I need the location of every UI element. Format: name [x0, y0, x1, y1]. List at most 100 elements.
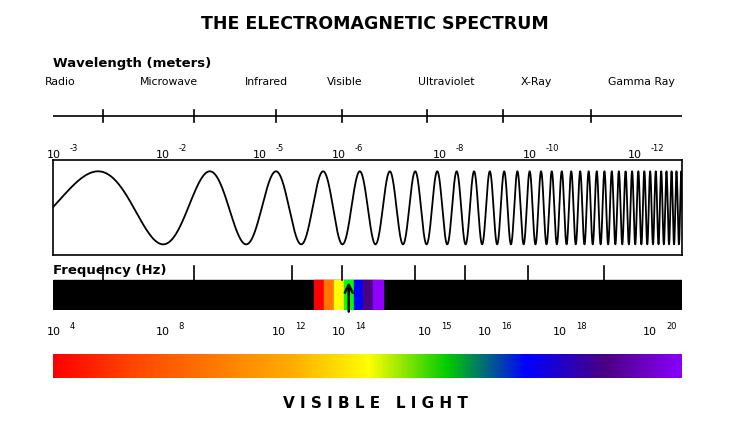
Bar — [207, 354, 210, 378]
Text: Gamma Ray: Gamma Ray — [608, 76, 675, 87]
Bar — [191, 354, 194, 378]
Bar — [401, 354, 404, 378]
Bar — [391, 354, 394, 378]
Bar — [338, 354, 341, 378]
Bar — [257, 354, 259, 378]
Bar — [194, 354, 196, 378]
Bar — [110, 354, 112, 378]
Bar — [475, 354, 478, 378]
Bar — [249, 354, 252, 378]
Bar — [467, 354, 470, 378]
Text: -5: -5 — [276, 144, 284, 153]
Bar — [362, 354, 364, 378]
Bar — [200, 354, 202, 378]
Bar — [643, 354, 646, 378]
Text: 10: 10 — [644, 327, 657, 337]
Bar — [286, 354, 289, 378]
Bar — [656, 354, 658, 378]
Bar — [202, 354, 205, 378]
Bar — [149, 354, 152, 378]
Bar — [415, 354, 417, 378]
Bar — [68, 354, 70, 378]
Bar — [121, 354, 123, 378]
Bar — [126, 354, 129, 378]
Bar — [70, 354, 74, 378]
Bar — [213, 354, 215, 378]
Bar — [627, 354, 630, 378]
Bar — [543, 354, 546, 378]
Bar — [556, 354, 559, 378]
Text: X-Ray: X-Ray — [520, 76, 552, 87]
Bar — [672, 354, 674, 378]
Bar — [63, 354, 66, 378]
Bar — [231, 354, 233, 378]
Bar — [320, 354, 322, 378]
Bar — [462, 354, 464, 378]
Text: 10: 10 — [47, 150, 61, 160]
Bar — [242, 354, 244, 378]
Text: 10: 10 — [272, 327, 286, 337]
Bar — [611, 354, 614, 378]
Bar — [518, 354, 520, 378]
Bar — [454, 354, 457, 378]
Bar — [598, 354, 601, 378]
Bar — [105, 354, 108, 378]
Text: 18: 18 — [576, 322, 586, 330]
Bar — [640, 354, 643, 378]
Text: -10: -10 — [546, 144, 560, 153]
Bar — [478, 354, 480, 378]
Bar — [168, 354, 170, 378]
Bar — [294, 354, 296, 378]
Bar — [422, 354, 425, 378]
Bar — [98, 354, 100, 378]
Bar — [522, 354, 525, 378]
Bar — [123, 354, 126, 378]
Bar — [352, 354, 354, 378]
Bar — [383, 354, 386, 378]
Bar — [546, 354, 548, 378]
Bar — [388, 354, 391, 378]
Bar — [280, 354, 284, 378]
Bar — [504, 354, 506, 378]
Bar — [368, 354, 370, 378]
Bar — [378, 354, 380, 378]
Bar — [94, 354, 98, 378]
Bar — [322, 354, 326, 378]
Bar — [536, 354, 538, 378]
Bar — [396, 354, 399, 378]
Text: 10: 10 — [478, 327, 492, 337]
Bar — [499, 354, 501, 378]
Bar — [525, 354, 527, 378]
Bar — [490, 354, 494, 378]
Bar — [58, 354, 60, 378]
Bar — [374, 280, 383, 308]
Bar — [226, 354, 228, 378]
Bar — [430, 354, 433, 378]
Bar — [289, 354, 291, 378]
Bar — [635, 354, 638, 378]
Bar — [375, 354, 378, 378]
Bar — [84, 354, 86, 378]
Bar — [448, 354, 452, 378]
Bar — [632, 354, 635, 378]
Bar — [81, 354, 84, 378]
Bar — [86, 354, 89, 378]
Text: 10: 10 — [47, 327, 61, 337]
Bar — [270, 354, 273, 378]
Bar — [406, 354, 410, 378]
Bar — [520, 354, 522, 378]
Bar — [380, 354, 383, 378]
Bar — [165, 354, 168, 378]
Bar — [284, 354, 286, 378]
Bar — [446, 354, 448, 378]
Bar — [92, 354, 94, 378]
Bar — [496, 354, 499, 378]
Bar — [131, 354, 134, 378]
Bar — [170, 354, 173, 378]
Bar — [341, 354, 344, 378]
Bar — [410, 354, 412, 378]
Bar — [417, 354, 420, 378]
Bar — [278, 354, 280, 378]
Bar — [551, 354, 554, 378]
Bar — [349, 354, 352, 378]
